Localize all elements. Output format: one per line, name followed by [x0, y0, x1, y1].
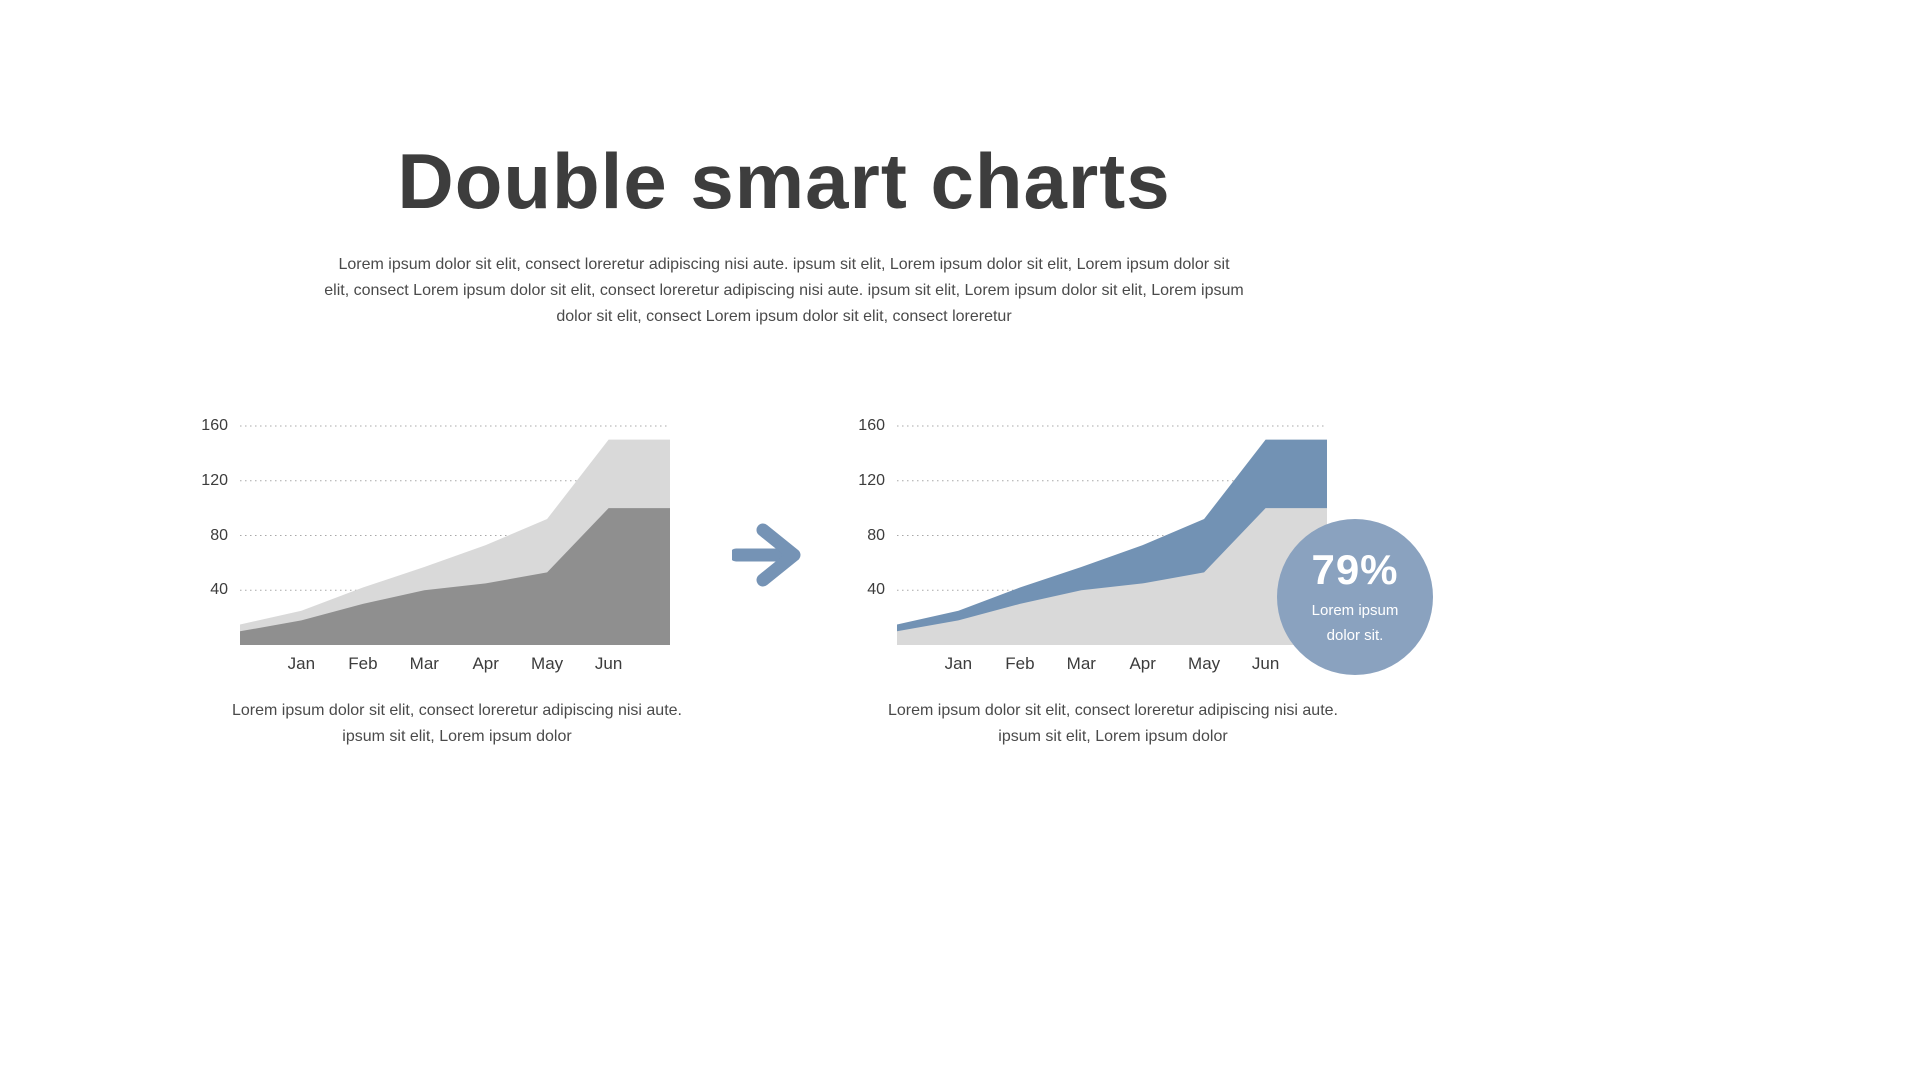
- slide-subtitle: Lorem ipsum dolor sit elit, consect lore…: [324, 256, 1244, 325]
- x-axis-tick-label: Mar: [409, 654, 439, 673]
- x-axis-tick-label: Mar: [1066, 654, 1096, 673]
- y-axis-tick-label: 160: [201, 417, 228, 434]
- x-axis-tick-label: Jun: [594, 654, 623, 673]
- x-axis-labels: Jan Feb Mar Apr May Jun: [897, 645, 1327, 679]
- area-chart-svg: [240, 425, 670, 645]
- series-lower-area: [897, 508, 1327, 645]
- chart-caption-right: Lorem ipsum dolor sit elit, consect lore…: [888, 702, 1338, 745]
- x-axis-tick-label: Jan: [944, 654, 973, 673]
- badge-value: 79%: [1311, 546, 1399, 593]
- plot-area: [897, 415, 1327, 645]
- area-chart-left: 40 80 120 160 Jan Feb Mar Apr May Jun: [201, 415, 670, 673]
- x-axis-tick-label: Jun: [1251, 654, 1280, 673]
- y-axis-tick-label: 80: [210, 526, 228, 544]
- x-axis-labels: Jan Feb Mar Apr May Jun: [240, 645, 670, 679]
- y-axis-tick-label: 160: [858, 417, 885, 434]
- x-axis-tick-label: Apr: [472, 654, 499, 673]
- badge-label: Lorem ipsum dolor sit.: [1311, 602, 1399, 644]
- x-axis-tick-label: May: [1188, 654, 1221, 673]
- x-axis-tick-label: Feb: [348, 654, 378, 673]
- percentage-badge: 79% Lorem ipsum dolor sit.: [1277, 519, 1433, 675]
- slide-title: Double smart charts: [397, 137, 1171, 225]
- x-axis-tick-label: Apr: [1129, 654, 1156, 673]
- y-axis-labels: 40 80 120 160: [835, 415, 885, 645]
- arrow-right-icon: [732, 523, 801, 587]
- series-lower-area: [240, 508, 670, 645]
- chart-caption-left: Lorem ipsum dolor sit elit, consect lore…: [232, 702, 682, 745]
- x-axis-tick-label: Feb: [1005, 654, 1035, 673]
- area-chart-svg: [897, 425, 1327, 645]
- x-axis-tick-label: Jan: [287, 654, 316, 673]
- y-axis-tick-label: 120: [858, 471, 885, 489]
- x-axis-tick-label: May: [531, 654, 564, 673]
- plot-area: [240, 415, 670, 645]
- y-axis-tick-label: 120: [201, 471, 228, 489]
- y-axis-tick-label: 40: [867, 581, 885, 599]
- y-axis-labels: 40 80 120 160: [178, 415, 228, 645]
- y-axis-tick-label: 40: [210, 581, 228, 599]
- y-axis-tick-label: 80: [867, 526, 885, 544]
- area-chart-right: 40 80 120 160 Jan Feb Mar Apr May Jun: [858, 415, 1327, 673]
